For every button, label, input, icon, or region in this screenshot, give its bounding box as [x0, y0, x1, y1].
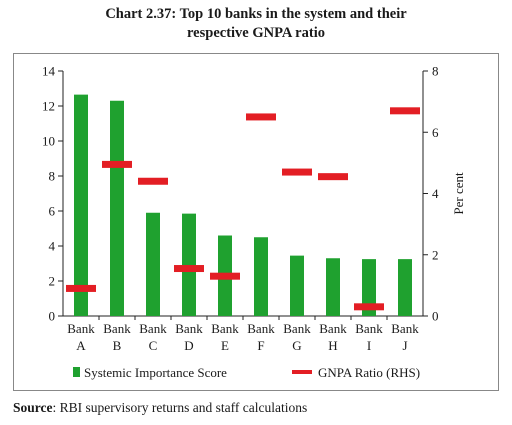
- legend-swatch-marker: [292, 370, 312, 374]
- legend-swatch-bar: [73, 367, 80, 377]
- y-left-tick-label: 2: [49, 274, 56, 289]
- chart-title-line-1: Chart 2.37: Top 10 banks in the system a…: [105, 6, 407, 22]
- bar-systemic-importance: [362, 259, 376, 316]
- x-category-label: Bank: [175, 321, 203, 336]
- source-text: : RBI supervisory returns and staff calc…: [52, 400, 308, 415]
- bar-systemic-importance: [110, 100, 124, 316]
- source-note: Source: RBI supervisory returns and staf…: [13, 400, 307, 416]
- bar-systemic-importance: [254, 237, 268, 316]
- y-left-tick-label: 0: [49, 309, 56, 324]
- y-right-tick-label: 8: [432, 64, 439, 79]
- marker-gnpa-ratio: [390, 107, 420, 115]
- x-category-label: Bank: [283, 321, 311, 336]
- marker-gnpa-ratio: [66, 284, 96, 292]
- x-category-label: I: [367, 338, 371, 353]
- x-category-label: B: [113, 338, 122, 353]
- x-category-label: F: [257, 338, 264, 353]
- bar-systemic-importance: [74, 94, 88, 316]
- x-category-label: J: [402, 338, 407, 353]
- x-category-label: E: [221, 338, 229, 353]
- y-left-tick-label: 4: [49, 239, 56, 254]
- x-category-label: G: [292, 338, 301, 353]
- chart-frame: [13, 53, 499, 391]
- chart-title: Chart 2.37: Top 10 banks in the system a…: [0, 5, 512, 43]
- x-category-label: Bank: [355, 321, 383, 336]
- x-category-label: Bank: [247, 321, 275, 336]
- legend-label-marker: GNPA Ratio (RHS): [318, 365, 420, 380]
- x-category-label: C: [149, 338, 158, 353]
- y-right-tick-label: 0: [432, 309, 439, 324]
- y-left-tick-label: 10: [42, 134, 55, 149]
- x-category-label: H: [328, 338, 337, 353]
- y-left-tick-label: 6: [49, 204, 56, 219]
- x-category-label: Bank: [139, 321, 167, 336]
- legend-label-bar: Systemic Importance Score: [84, 365, 227, 380]
- x-category-label: A: [76, 338, 86, 353]
- marker-gnpa-ratio: [246, 113, 276, 121]
- bar-systemic-importance: [326, 258, 340, 316]
- bar-systemic-importance: [398, 259, 412, 316]
- marker-gnpa-ratio: [354, 303, 384, 311]
- x-category-label: Bank: [67, 321, 95, 336]
- y-left-tick-label: 8: [49, 169, 56, 184]
- bar-systemic-importance: [182, 213, 196, 316]
- x-category-label: Bank: [391, 321, 419, 336]
- chart-title-line-2: respective GNPA ratio: [187, 25, 325, 41]
- x-category-label: Bank: [319, 321, 347, 336]
- y-right-tick-label: 6: [432, 125, 439, 140]
- marker-gnpa-ratio: [138, 177, 168, 185]
- source-label: Source: [13, 400, 53, 415]
- y-left-tick-label: 12: [42, 99, 55, 114]
- marker-gnpa-ratio: [282, 168, 312, 176]
- y-right-axis-label: Per cent: [451, 172, 466, 215]
- bar-systemic-importance: [146, 212, 160, 316]
- x-category-label: Bank: [211, 321, 239, 336]
- y-right-tick-label: 4: [432, 186, 439, 201]
- bar-systemic-importance: [290, 255, 304, 316]
- marker-gnpa-ratio: [318, 173, 348, 181]
- marker-gnpa-ratio: [102, 160, 132, 168]
- x-category-label: Bank: [103, 321, 131, 336]
- x-category-label: D: [184, 338, 193, 353]
- marker-gnpa-ratio: [210, 272, 240, 280]
- y-right-tick-label: 2: [432, 247, 439, 262]
- marker-gnpa-ratio: [174, 265, 204, 273]
- y-left-tick-label: 14: [42, 64, 56, 79]
